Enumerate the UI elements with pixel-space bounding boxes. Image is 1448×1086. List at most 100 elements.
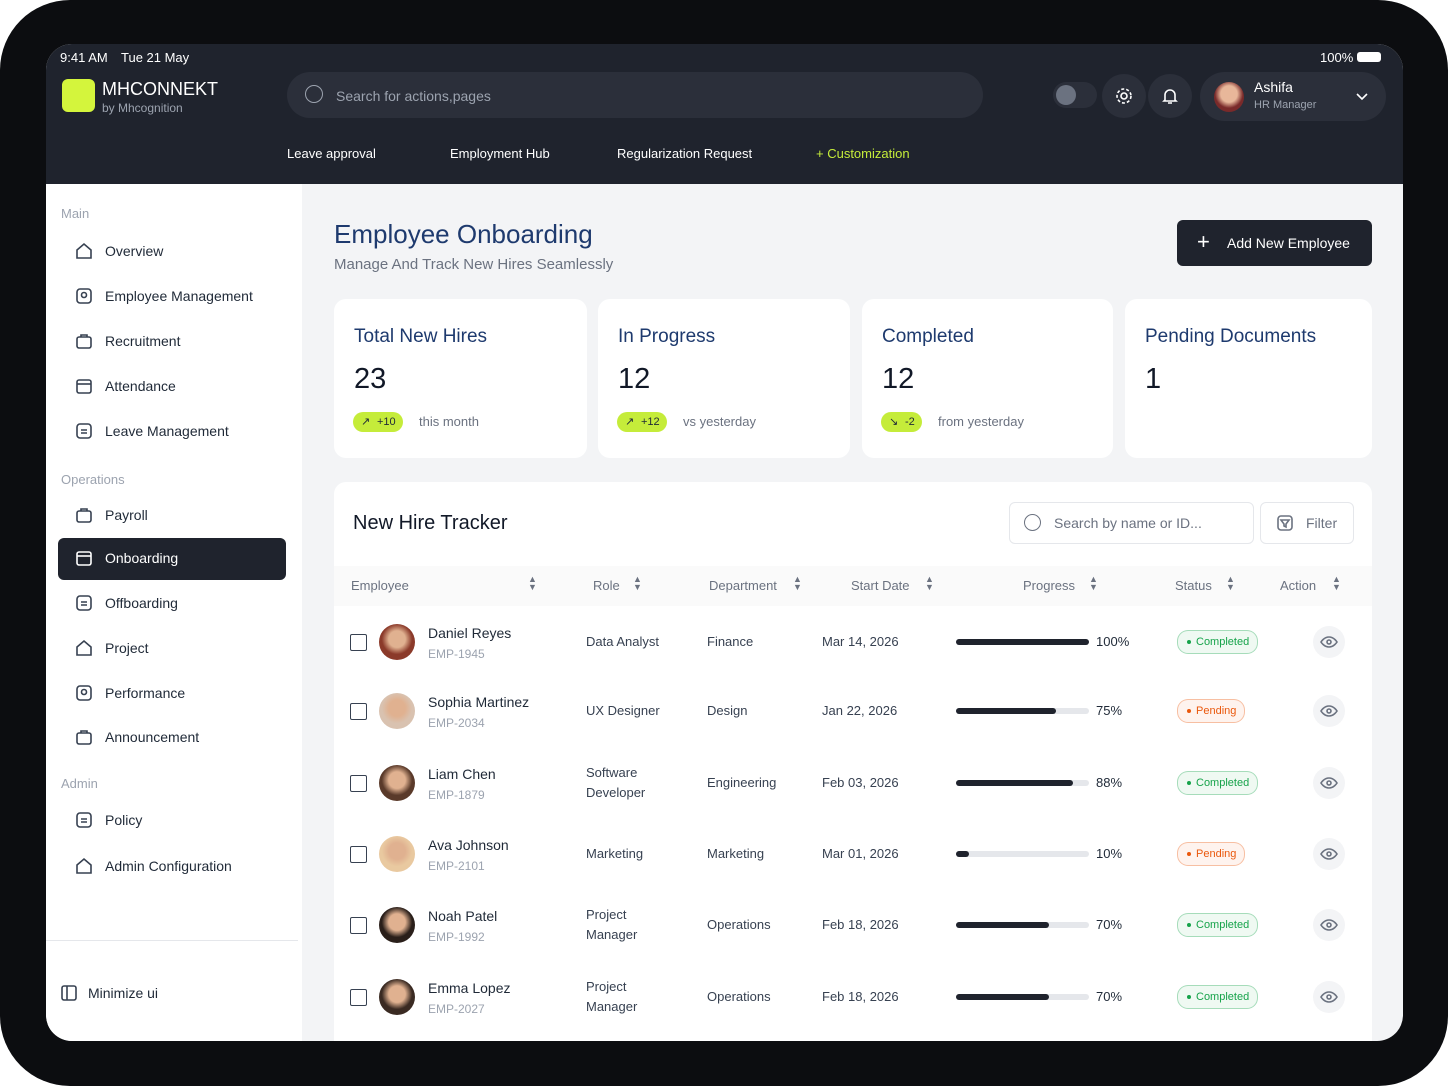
icon: [74, 505, 94, 525]
column-header[interactable]: Start Date: [851, 578, 910, 593]
notifications-button[interactable]: [1148, 74, 1192, 118]
icon: [1319, 987, 1339, 1007]
search-bar[interactable]: [287, 72, 983, 118]
row-checkbox[interactable]: [350, 775, 367, 792]
column-header[interactable]: Role: [593, 578, 620, 593]
sort-icon[interactable]: ▲ ▼: [1332, 574, 1341, 592]
sidebar-section-title: Admin: [61, 776, 98, 791]
sidebar-item[interactable]: Onboarding: [105, 550, 179, 566]
view-button[interactable]: [1313, 981, 1345, 1013]
tracker-search[interactable]: Search by name or ID...: [1009, 502, 1254, 544]
icon: [1114, 86, 1134, 106]
employee-role: Software Developer: [586, 765, 646, 800]
search-icon: [305, 85, 323, 103]
sidebar-divider: [46, 940, 298, 941]
employee-avatar: [379, 624, 415, 660]
employee-avatar: [379, 836, 415, 872]
page-subtitle: Manage And Track New Hires Seamlessly: [334, 256, 614, 273]
sidebar-item[interactable]: Announcement: [105, 729, 200, 745]
filter-button[interactable]: Filter: [1260, 502, 1354, 544]
employee-department: Marketing: [707, 846, 765, 861]
row-checkbox[interactable]: [350, 846, 367, 863]
view-button[interactable]: [1313, 909, 1345, 941]
sort-icon[interactable]: ▲ ▼: [1226, 574, 1235, 592]
sidebar-item[interactable]: Performance: [105, 685, 186, 701]
brand-name: MHCONNEKT: [102, 79, 218, 99]
top-nav-link[interactable]: Regularization Request: [617, 146, 753, 161]
sidebar-item[interactable]: Attendance: [105, 378, 176, 394]
table-header-bg: [334, 566, 1372, 606]
search-placeholder: Search for actions,pages: [336, 88, 491, 104]
row-checkbox[interactable]: [350, 634, 367, 651]
progress-track: [956, 851, 1089, 857]
column-header[interactable]: Department: [709, 578, 777, 593]
sidebar-item[interactable]: Overview: [105, 243, 164, 259]
row-checkbox[interactable]: [350, 989, 367, 1006]
stat-change-badge: +10 ↗: [353, 412, 403, 432]
add-employee-label: Add New Employee: [1227, 235, 1350, 251]
progress-bar: [956, 639, 1089, 645]
sidebar-item[interactable]: Employee Management: [105, 288, 253, 304]
add-employee-button[interactable]: + Add New Employee: [1177, 220, 1372, 266]
employee-role: UX Designer: [586, 703, 660, 718]
row-checkbox[interactable]: [350, 917, 367, 934]
sidebar-item[interactable]: Leave Management: [105, 423, 229, 439]
arrow: ↗: [361, 416, 371, 428]
employee-name: Sophia Martinez: [428, 694, 530, 710]
employee-department: Finance: [707, 634, 754, 649]
sidebar-item[interactable]: Payroll: [105, 507, 148, 523]
sidebar-item[interactable]: Project: [105, 640, 149, 656]
view-button[interactable]: [1313, 838, 1345, 870]
page-title: Employee Onboarding: [334, 219, 593, 249]
column-header[interactable]: Status: [1175, 578, 1212, 593]
view-button[interactable]: [1313, 626, 1345, 658]
tracker-card: New Hire Tracker Search by name or ID... F…: [334, 482, 1372, 1041]
sort-icon[interactable]: ▲ ▼: [633, 574, 642, 592]
employee-avatar: [379, 907, 415, 943]
user-name: Ashifa: [1254, 79, 1293, 95]
top-nav-link[interactable]: Leave approval: [287, 146, 376, 161]
minimize-ui[interactable]: Minimize ui: [88, 985, 159, 1001]
stat-label: Total New Hires: [354, 326, 488, 347]
progress-bar: [956, 922, 1050, 928]
sidebar-item[interactable]: Policy: [105, 812, 143, 828]
progress-bar: [956, 994, 1050, 1000]
battery: [1357, 52, 1381, 62]
stat-label: In Progress: [618, 326, 716, 347]
progress-label: 70%: [1096, 917, 1123, 932]
icon: [74, 683, 94, 703]
column-header[interactable]: Progress: [1023, 578, 1076, 593]
employee-department: Design: [707, 703, 748, 718]
sort-icon[interactable]: ▲ ▼: [925, 574, 934, 592]
status-dot: [1187, 923, 1191, 927]
sort-icon[interactable]: ▲ ▼: [1089, 574, 1098, 592]
sort-icon[interactable]: ▲ ▼: [793, 574, 802, 592]
view-button[interactable]: [1313, 695, 1345, 727]
sidebar-item[interactable]: Admin Configuration: [105, 858, 232, 874]
employee-id: EMP-2027: [428, 1002, 485, 1016]
stat-change-badge: -2 ↘: [881, 412, 922, 432]
progress-bar: [956, 708, 1056, 714]
settings-button[interactable]: [1102, 74, 1146, 118]
row-checkbox[interactable]: [350, 703, 367, 720]
app: 9:41 AM Tue 21 May 100% MHCONNEKT by Mhcogni…: [46, 44, 1403, 1041]
employee-department: Operations: [707, 917, 771, 932]
column-header[interactable]: Employee: [351, 578, 409, 593]
sidebar-item[interactable]: Offboarding: [105, 595, 178, 611]
progress-label: 75%: [1096, 703, 1123, 718]
stat-card: Pending Documents 1: [1125, 299, 1372, 458]
sort-icon[interactable]: ▲ ▼: [528, 574, 537, 592]
brand-tagline: by Mhcognition: [102, 101, 183, 115]
column-header[interactable]: Action: [1280, 578, 1317, 593]
progress-label: 88%: [1096, 775, 1123, 790]
sidebar-item[interactable]: Recruitment: [105, 333, 181, 349]
progress-bar: [956, 780, 1074, 786]
employee-role: Project Manager: [586, 907, 638, 942]
employee-id: EMP-2034: [428, 716, 485, 730]
view-button[interactable]: [1313, 767, 1345, 799]
top-nav-link[interactable]: + Customization: [816, 146, 910, 161]
icon: [74, 727, 94, 747]
top-nav-link[interactable]: Employment Hub: [450, 146, 550, 161]
icon: [1319, 844, 1339, 864]
